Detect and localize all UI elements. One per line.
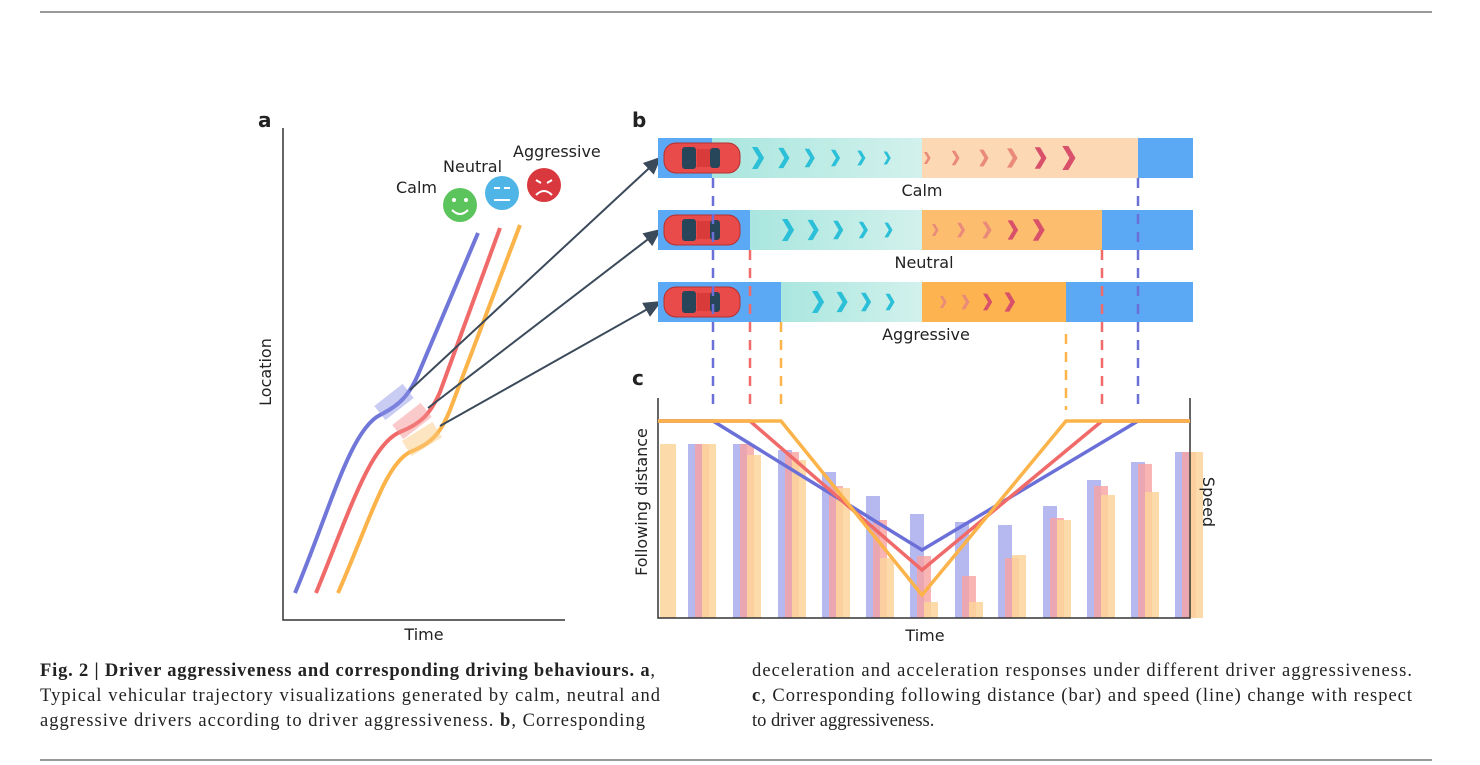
bars xyxy=(660,444,1203,618)
caption-text: , xyxy=(650,661,655,681)
chevron xyxy=(884,222,893,238)
chevron xyxy=(1007,220,1019,240)
caption-text: aggressive drivers according to driver a… xyxy=(40,711,499,731)
caption-line: deceleration and acceleration responses … xyxy=(752,661,1412,681)
car-window xyxy=(710,220,720,240)
chevron xyxy=(885,293,895,311)
chevron xyxy=(1004,292,1016,312)
speed-lines xyxy=(658,419,1190,598)
chevron xyxy=(957,222,966,238)
car-window xyxy=(682,219,696,241)
bar xyxy=(969,602,983,618)
car-window xyxy=(710,292,720,312)
caption: Fig. 2 | Driver aggressiveness and corre… xyxy=(40,661,1413,731)
car-window xyxy=(682,291,696,313)
y-axis-label: Following distance xyxy=(632,428,651,576)
caption-text: , Corresponding following distance (bar)… xyxy=(761,686,1413,706)
chevron xyxy=(857,150,866,166)
chevron xyxy=(983,293,993,311)
bar xyxy=(747,455,761,618)
axes xyxy=(657,398,1191,619)
x-axis-label: Time xyxy=(403,625,443,644)
chevron xyxy=(833,220,844,240)
road-label: Aggressive xyxy=(882,325,970,344)
bar xyxy=(1012,555,1026,618)
bar xyxy=(1101,495,1115,618)
chevron xyxy=(831,149,841,167)
caption-text: Typical vehicular trajectory visualizati… xyxy=(40,686,661,706)
chevron xyxy=(804,148,815,168)
chevron xyxy=(1034,147,1047,169)
car-window xyxy=(682,147,696,169)
bar xyxy=(1057,520,1071,618)
caption-text: c xyxy=(752,686,760,706)
bar xyxy=(1189,452,1203,618)
dashed-guides xyxy=(711,178,1140,410)
caption-text: deceleration and acceleration responses … xyxy=(752,661,1412,681)
x-axis-label: Time xyxy=(904,626,944,645)
chevron xyxy=(883,151,891,165)
caption-line: aggressive drivers according to driver a… xyxy=(40,711,645,731)
chevron xyxy=(782,219,795,241)
car-roof xyxy=(697,221,710,239)
chevron xyxy=(1007,148,1018,168)
bar xyxy=(924,602,938,618)
y2-axis-label: Speed xyxy=(1199,477,1218,527)
faces xyxy=(443,168,561,222)
face-label: Neutral xyxy=(443,157,502,176)
chevron xyxy=(858,221,868,239)
caption-text: Fig. 2 | Driver aggressiveness and corre… xyxy=(40,661,650,681)
bar xyxy=(702,444,716,618)
chevron xyxy=(982,221,992,239)
caption-line: Fig. 2 | Driver aggressiveness and corre… xyxy=(40,661,655,681)
axes xyxy=(282,128,565,621)
chevron xyxy=(924,152,931,164)
bar xyxy=(660,444,676,618)
highlights xyxy=(374,383,443,457)
chevron xyxy=(1032,219,1045,241)
bar xyxy=(792,460,806,618)
chevron xyxy=(951,150,960,166)
y-axis-label: Location xyxy=(256,338,275,406)
caption-line: c, Corresponding following distance (bar… xyxy=(752,686,1413,706)
chevron xyxy=(807,219,819,241)
bar xyxy=(880,558,894,618)
caption-text: b xyxy=(500,711,510,731)
bar xyxy=(1145,492,1159,618)
chevron xyxy=(961,294,970,310)
caption-text: to driver aggressiveness. xyxy=(752,711,934,731)
panel-label: a xyxy=(258,108,272,132)
face-label: Aggressive xyxy=(513,142,601,161)
chevron xyxy=(940,296,947,308)
chevron xyxy=(778,147,790,169)
chevron xyxy=(752,147,765,169)
panel-label: c xyxy=(632,366,644,390)
face-label: Calm xyxy=(396,178,437,197)
chevron xyxy=(1062,146,1076,170)
caption-line: to driver aggressiveness. xyxy=(752,711,934,731)
car-window xyxy=(710,148,720,168)
chevron xyxy=(812,291,825,313)
chevron xyxy=(836,291,848,313)
roads xyxy=(658,138,1193,322)
panel-label: b xyxy=(632,108,646,132)
chevron xyxy=(932,224,939,236)
car-roof xyxy=(697,293,710,311)
trajectories xyxy=(293,224,522,594)
chevron xyxy=(861,292,872,312)
car-roof xyxy=(697,149,710,167)
arrows xyxy=(409,156,662,427)
road-label: Calm xyxy=(901,181,942,200)
caption-line: Typical vehicular trajectory visualizati… xyxy=(40,686,661,706)
chevron xyxy=(979,149,989,167)
bar xyxy=(836,488,850,618)
caption-text: , Corresponding xyxy=(511,711,645,731)
road-label: Neutral xyxy=(894,253,953,272)
